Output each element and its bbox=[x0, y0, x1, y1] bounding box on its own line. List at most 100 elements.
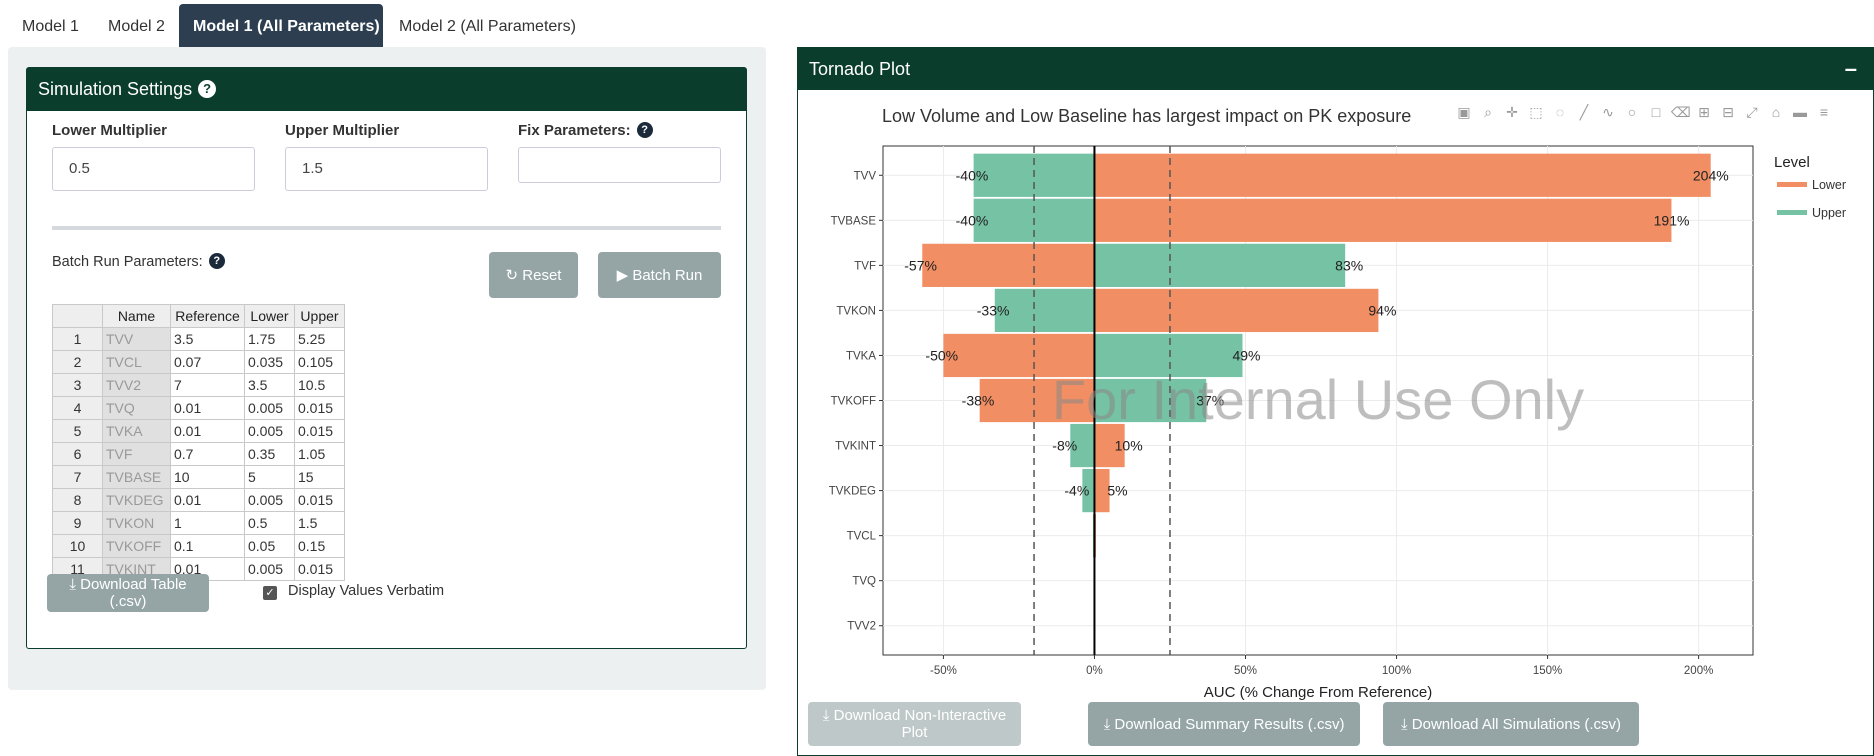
box-select-icon[interactable]: ⬚ bbox=[1529, 104, 1543, 120]
param-name-cell[interactable]: TVCL bbox=[102, 350, 171, 374]
row-index-cell: 10 bbox=[52, 534, 103, 558]
param-reference-cell[interactable]: 0.01 bbox=[170, 419, 245, 443]
upper-multiplier-input[interactable]: 1.5 bbox=[285, 147, 488, 191]
table-header-lower: Lower bbox=[244, 304, 295, 328]
download-summary-results-button[interactable]: ⤓ Download Summary Results (.csv) bbox=[1088, 702, 1360, 746]
param-name-cell[interactable]: TVV2 bbox=[102, 373, 171, 397]
param-upper-cell[interactable]: 0.105 bbox=[294, 350, 345, 374]
row-index-cell: 8 bbox=[52, 488, 103, 512]
param-name-cell[interactable]: TVKA bbox=[102, 419, 171, 443]
compare-hover-icon[interactable]: ≡ bbox=[1819, 104, 1829, 120]
param-name-cell[interactable]: TVKON bbox=[102, 511, 171, 535]
download-table-button[interactable]: ⤓ Download Table (.csv) bbox=[47, 574, 209, 612]
param-upper-cell[interactable]: 5.25 bbox=[294, 327, 345, 351]
draw-rect-icon[interactable]: □ bbox=[1651, 104, 1661, 120]
param-upper-cell[interactable]: 10.5 bbox=[294, 373, 345, 397]
param-lower-cell[interactable]: 0.005 bbox=[244, 557, 295, 581]
zoom-icon[interactable]: ⌕ bbox=[1484, 104, 1492, 120]
display-verbatim-checkbox[interactable]: ✓ bbox=[263, 586, 277, 600]
param-upper-cell[interactable]: 0.15 bbox=[294, 534, 345, 558]
parameter-table: Name Reference Lower Upper 1 TVV 3.5 1.75 5.… bbox=[52, 304, 345, 581]
display-verbatim-label: Display Values Verbatim bbox=[288, 583, 445, 599]
lower-multiplier-label: Lower Multiplier bbox=[52, 122, 168, 139]
param-name-cell[interactable]: TVBASE bbox=[102, 465, 171, 489]
param-upper-cell[interactable]: 0.015 bbox=[294, 557, 345, 581]
fix-parameters-input[interactable] bbox=[518, 147, 721, 183]
param-upper-cell[interactable]: 0.015 bbox=[294, 488, 345, 512]
row-index-cell: 1 bbox=[52, 327, 103, 351]
download-all-simulations-button[interactable]: ⤓ Download All Simulations (.csv) bbox=[1383, 702, 1639, 746]
table-header-index bbox=[52, 304, 103, 328]
download-icon: ⤓ bbox=[822, 707, 830, 724]
param-lower-cell[interactable]: 1.75 bbox=[244, 327, 295, 351]
param-upper-cell[interactable]: 0.015 bbox=[294, 419, 345, 443]
table-row: 3 TVV2 7 3.5 10.5 bbox=[52, 373, 345, 397]
tab-model-1-all-parameters[interactable]: Model 1 (All Parameters) bbox=[179, 4, 383, 50]
download-noninteractive-plot-button[interactable]: ⤓ Download Non-Interactive Plot bbox=[808, 702, 1021, 746]
row-index-cell: 3 bbox=[52, 373, 103, 397]
param-reference-cell[interactable]: 10 bbox=[170, 465, 245, 489]
zoom-in-icon[interactable]: ⊞ bbox=[1698, 104, 1710, 120]
pan-icon[interactable]: ✛ bbox=[1506, 104, 1518, 120]
download-noninteractive-label: Download Non-Interactive Plot bbox=[833, 707, 1007, 741]
draw-line-icon[interactable]: ╱ bbox=[1579, 104, 1589, 120]
param-reference-cell[interactable]: 0.1 bbox=[170, 534, 245, 558]
tab-model-2-all-parameters[interactable]: Model 2 (All Parameters) bbox=[399, 18, 576, 35]
param-lower-cell[interactable]: 0.005 bbox=[244, 396, 295, 420]
fix-parameters-label-text: Fix Parameters: bbox=[518, 122, 631, 139]
table-header-name: Name bbox=[102, 304, 171, 328]
param-lower-cell[interactable]: 0.5 bbox=[244, 511, 295, 535]
toggle-spike-icon[interactable]: ▬ bbox=[1793, 104, 1807, 120]
param-lower-cell[interactable]: 3.5 bbox=[244, 373, 295, 397]
param-reference-cell[interactable]: 0.7 bbox=[170, 442, 245, 466]
table-header-row: Name Reference Lower Upper bbox=[52, 304, 345, 328]
lasso-icon[interactable]: ◌ bbox=[1555, 104, 1565, 120]
batch-run-button[interactable]: ▶ Batch Run bbox=[598, 252, 721, 298]
batch-run-parameters-label: Batch Run Parameters:? bbox=[52, 253, 225, 270]
param-upper-cell[interactable]: 0.015 bbox=[294, 396, 345, 420]
plot-title: Low Volume and Low Baseline has largest … bbox=[882, 106, 1412, 126]
param-reference-cell[interactable]: 3.5 bbox=[170, 327, 245, 351]
camera-icon[interactable]: ▣ bbox=[1457, 104, 1471, 120]
param-upper-cell[interactable]: 1.5 bbox=[294, 511, 345, 535]
reset-axes-icon[interactable]: ⌂ bbox=[1771, 104, 1781, 120]
param-lower-cell[interactable]: 0.005 bbox=[244, 488, 295, 512]
upper-multiplier-label: Upper Multiplier bbox=[285, 122, 400, 139]
autoscale-icon[interactable]: ⤢ bbox=[1746, 104, 1758, 120]
tab-model-2[interactable]: Model 2 bbox=[108, 18, 165, 35]
param-reference-cell[interactable]: 0.01 bbox=[170, 396, 245, 420]
param-reference-cell[interactable]: 0.01 bbox=[170, 488, 245, 512]
table-row: 4 TVQ 0.01 0.005 0.015 bbox=[52, 396, 345, 420]
param-lower-cell[interactable]: 5 bbox=[244, 465, 295, 489]
param-name-cell[interactable]: TVQ bbox=[102, 396, 171, 420]
param-lower-cell[interactable]: 0.05 bbox=[244, 534, 295, 558]
tornado-plot-panel: Tornado Plot – ⤓ Download Non-Interactiv… bbox=[797, 47, 1874, 756]
param-reference-cell[interactable]: 7 bbox=[170, 373, 245, 397]
param-lower-cell[interactable]: 0.35 bbox=[244, 442, 295, 466]
collapse-button[interactable]: – bbox=[1844, 56, 1857, 81]
param-name-cell[interactable]: TVKOFF bbox=[102, 534, 171, 558]
param-upper-cell[interactable]: 1.05 bbox=[294, 442, 345, 466]
lower-multiplier-input[interactable]: 0.5 bbox=[52, 147, 255, 191]
table-row: 1 TVV 3.5 1.75 5.25 bbox=[52, 327, 345, 351]
reset-button[interactable]: ↻ Reset bbox=[489, 252, 578, 298]
help-icon[interactable]: ? bbox=[636, 122, 653, 138]
draw-circle-icon[interactable]: ○ bbox=[1627, 104, 1637, 120]
param-reference-cell[interactable]: 1 bbox=[170, 511, 245, 535]
erase-shape-icon[interactable]: ⌫ bbox=[1671, 104, 1691, 120]
param-reference-cell[interactable]: 0.07 bbox=[170, 350, 245, 374]
tab-model-1[interactable]: Model 1 bbox=[22, 18, 79, 35]
table-row: 6 TVF 0.7 0.35 1.05 bbox=[52, 442, 345, 466]
zoom-out-icon[interactable]: ⊟ bbox=[1722, 104, 1734, 120]
draw-open-path-icon[interactable]: ∿ bbox=[1602, 104, 1614, 120]
play-circle-icon: ▶ bbox=[616, 267, 629, 284]
param-name-cell[interactable]: TVV bbox=[102, 327, 171, 351]
help-icon[interactable]: ? bbox=[208, 253, 225, 269]
param-name-cell[interactable]: TVKDEG bbox=[102, 488, 171, 512]
param-lower-cell[interactable]: 0.035 bbox=[244, 350, 295, 374]
help-icon[interactable]: ? bbox=[198, 80, 217, 98]
download-summary-label: Download Summary Results (.csv) bbox=[1114, 715, 1345, 733]
param-upper-cell[interactable]: 15 bbox=[294, 465, 345, 489]
param-lower-cell[interactable]: 0.005 bbox=[244, 419, 295, 443]
param-name-cell[interactable]: TVF bbox=[102, 442, 171, 466]
